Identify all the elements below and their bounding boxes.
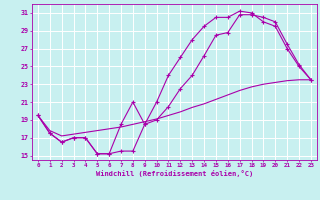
X-axis label: Windchill (Refroidissement éolien,°C): Windchill (Refroidissement éolien,°C) [96,170,253,177]
